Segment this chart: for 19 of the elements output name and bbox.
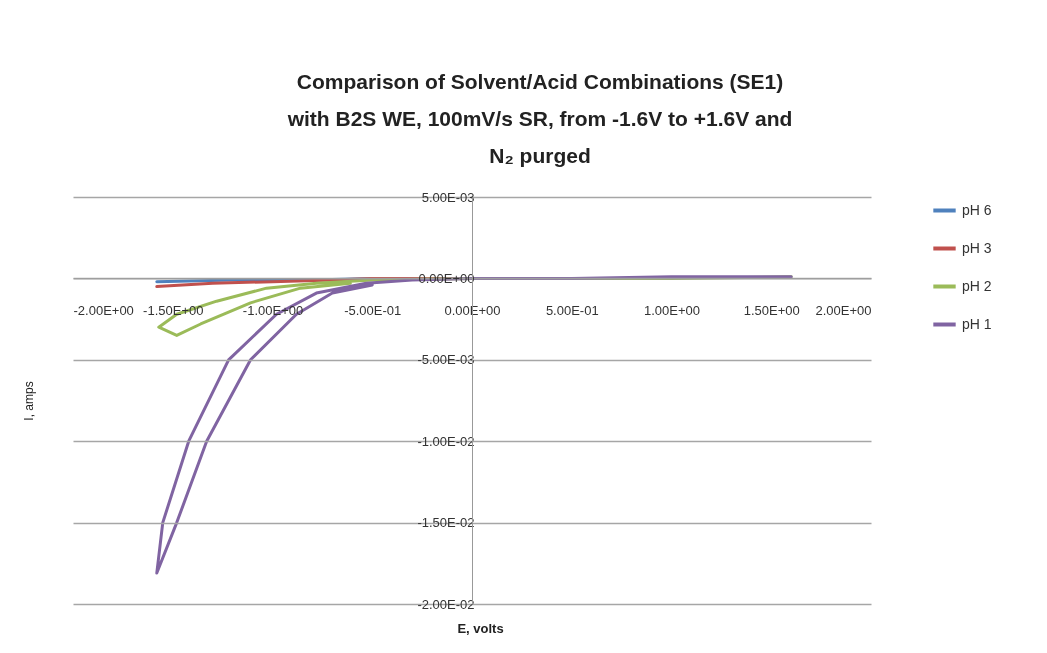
y-tick-label: -1.00E-02 — [417, 433, 475, 449]
chart-title: Comparison of Solvent/Acid Combinations (SE1) with B2S WE, 100mV/s SR, from -1.6V to +1.6V and N₂ purged — [286, 70, 793, 167]
y-tick-label: 5.00E-03 — [421, 189, 475, 205]
y-axis-title: I, amps — [21, 381, 36, 421]
legend-label: pH 1 — [962, 315, 992, 332]
legend-label: pH 6 — [962, 201, 992, 218]
x-tick-label: 0.00E+00 — [444, 302, 501, 318]
x-tick-label: -2.00E+00 — [73, 302, 134, 318]
x-tick-label: 1.50E+00 — [743, 302, 800, 318]
x-tick-label: 1.00E+00 — [643, 302, 701, 318]
x-tick-label: 5.00E-01 — [545, 302, 599, 318]
legend-label: pH 2 — [962, 277, 992, 294]
legend-label: pH 3 — [962, 239, 992, 256]
y-tick-label: -2.00E-02 — [417, 596, 475, 612]
x-tick-label: -5.00E-01 — [344, 302, 402, 318]
y-tick-label: -1.50E-02 — [417, 515, 475, 531]
y-tick-label: -5.00E-03 — [417, 352, 475, 368]
x-axis-title: E, volts — [457, 620, 504, 636]
x-tick-label: 2.00E+00 — [815, 302, 872, 318]
